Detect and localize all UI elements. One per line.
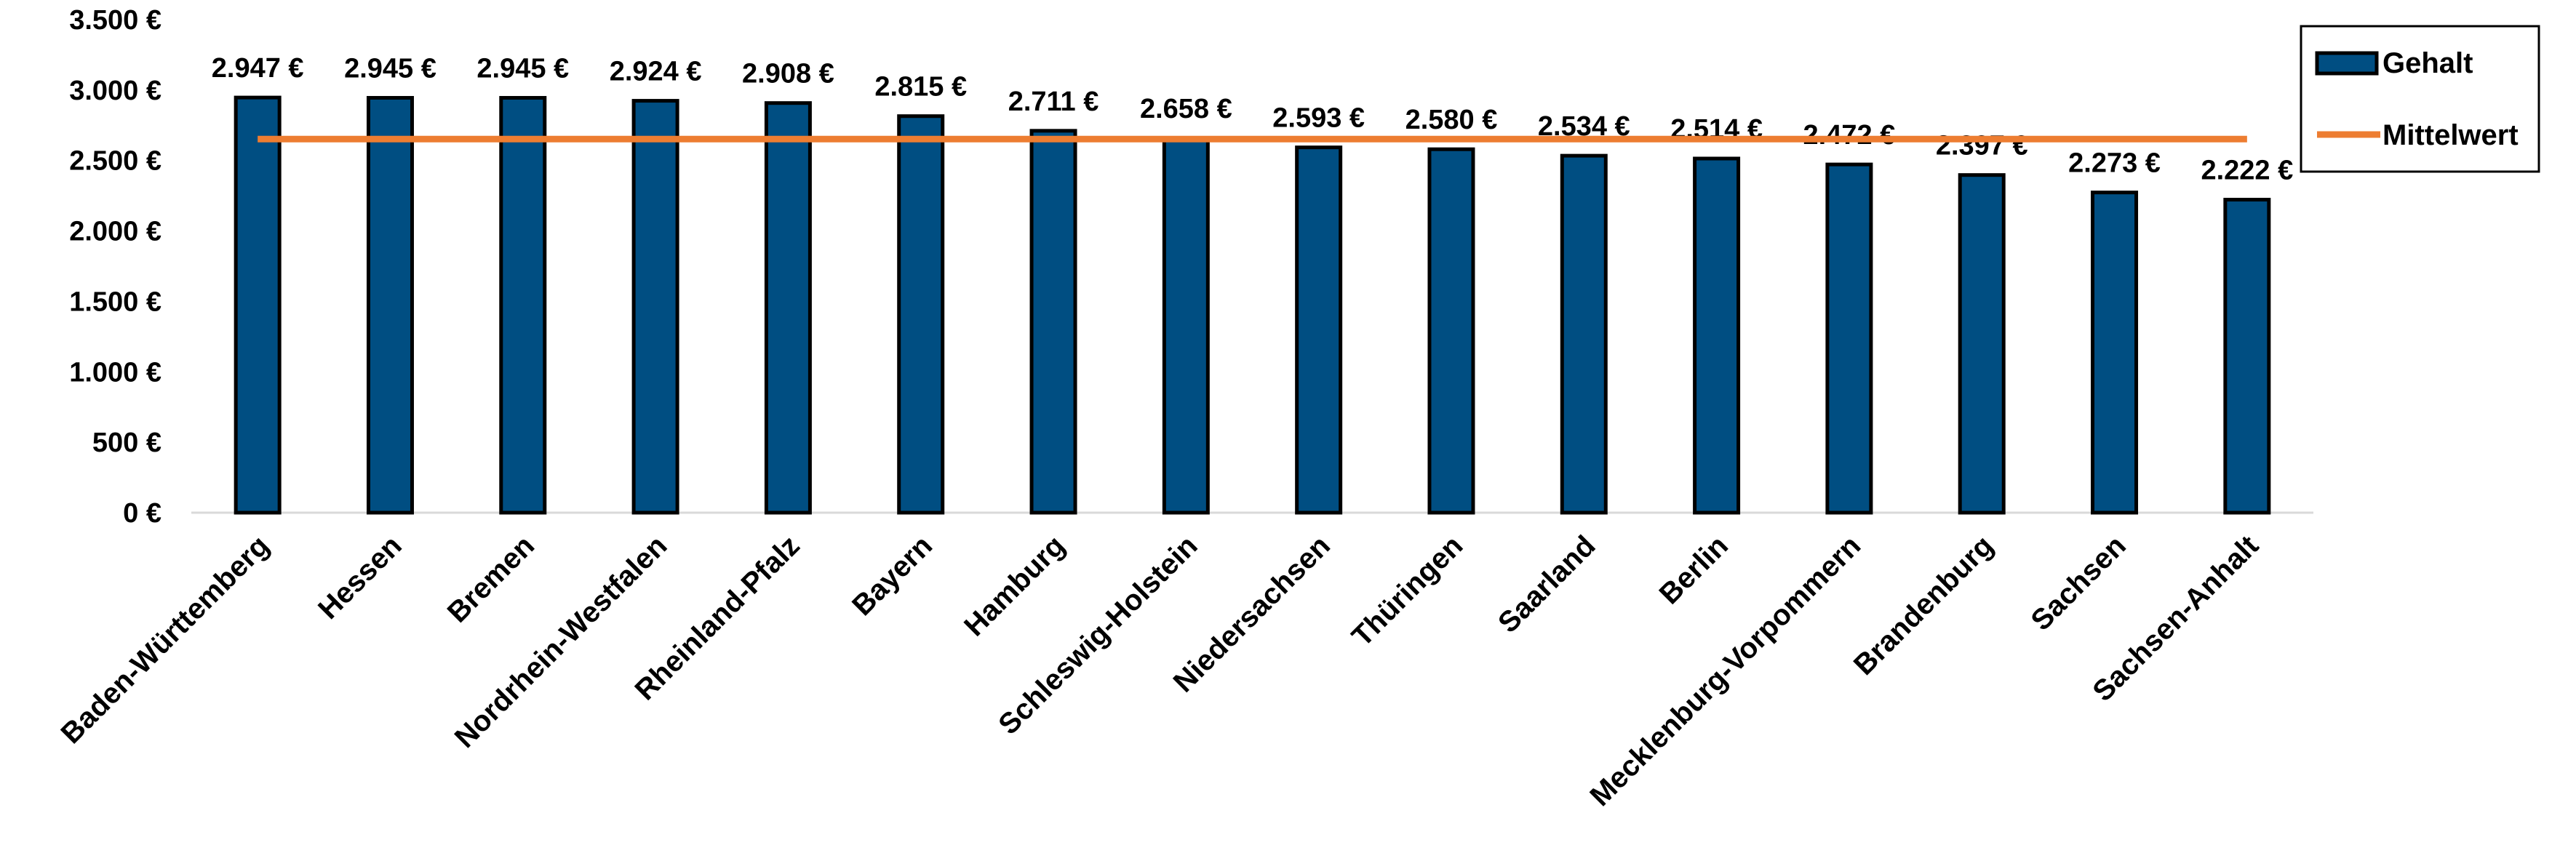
- y-tick-label: 500 €: [92, 428, 162, 458]
- bar: [1029, 129, 1077, 515]
- bar: [1958, 173, 2006, 515]
- bar-data-label: 2.924 €: [610, 57, 702, 87]
- x-tick-label: Brandenburg: [1848, 529, 2000, 681]
- bar-data-label: 2.580 €: [1405, 105, 1498, 135]
- bar: [366, 96, 414, 515]
- bar-data-label: 2.815 €: [874, 72, 967, 103]
- legend-swatch-gehalt: [2315, 51, 2379, 76]
- bar: [1825, 162, 1873, 515]
- y-tick-label: 1.500 €: [69, 287, 162, 317]
- bar: [1295, 145, 1343, 515]
- bar: [234, 95, 282, 515]
- bar-data-label: 2.658 €: [1140, 94, 1232, 124]
- x-tick-label: Thüringen: [1346, 529, 1469, 652]
- y-tick-label: 2.500 €: [69, 146, 162, 177]
- x-tick-label: Bremen: [442, 529, 541, 628]
- bar: [1427, 147, 1475, 515]
- x-axis-labels: Baden-Württemberg Hessen BremenNordrhein-W…: [55, 529, 2265, 812]
- bar-data-label: 2.945 €: [476, 54, 569, 84]
- y-tick-label: 0 €: [123, 498, 162, 529]
- x-tick-label: Sachsen: [2025, 529, 2132, 636]
- bar-data-label: 2.273 €: [2068, 148, 2161, 179]
- bar-data-label: 2.222 €: [2201, 156, 2293, 186]
- bar: [1162, 136, 1210, 515]
- bar: [2223, 198, 2271, 515]
- y-tick-label: 3.500 €: [69, 5, 162, 36]
- bar-data-label: 2.397 €: [1936, 131, 2028, 161]
- y-tick-label: 2.000 €: [69, 217, 162, 247]
- legend-box: [2300, 25, 2540, 173]
- x-tick-label: Mecklenburg-Vorpommern: [1584, 529, 1867, 812]
- x-tick-label: Hamburg: [958, 529, 1071, 642]
- x-tick-label: Bayern: [846, 529, 938, 622]
- bar: [631, 99, 679, 515]
- legend-label-mittelwert: Mittelwert: [2382, 119, 2519, 151]
- bar-data-label: 2.947 €: [212, 53, 304, 84]
- x-tick-label: Berlin: [1654, 529, 1734, 610]
- bar: [1693, 156, 1741, 515]
- y-tick-label: 1.000 €: [69, 357, 162, 388]
- bar-data-label: 2.472 €: [1803, 120, 1896, 151]
- bar: [897, 114, 945, 515]
- bar: [1560, 153, 1608, 515]
- bar-data-label: 2.593 €: [1272, 103, 1365, 134]
- bar: [2091, 191, 2139, 515]
- bar: [764, 101, 812, 515]
- bar: [499, 96, 547, 515]
- y-tick-label: 3.000 €: [69, 76, 162, 106]
- bar-data-label: 2.908 €: [742, 59, 834, 89]
- legend: Gehalt Mittelwert: [2300, 25, 2540, 173]
- x-tick-label: Baden-Württemberg: [55, 529, 276, 750]
- y-axis-labels: 0 € 500 € 1.000 € 1.500 € 2.000 € 2.500 € 3.00…: [69, 5, 162, 529]
- x-tick-label: Saarland: [1492, 529, 1602, 639]
- bar-data-label: 2.711 €: [1008, 87, 1099, 117]
- bars-group: [234, 95, 2271, 515]
- x-tick-label: Hessen: [312, 529, 408, 625]
- x-tick-label: Nordrhein-Westfalen: [449, 529, 674, 754]
- legend-label-gehalt: Gehalt: [2382, 47, 2473, 79]
- bar-data-label: 2.945 €: [344, 54, 436, 84]
